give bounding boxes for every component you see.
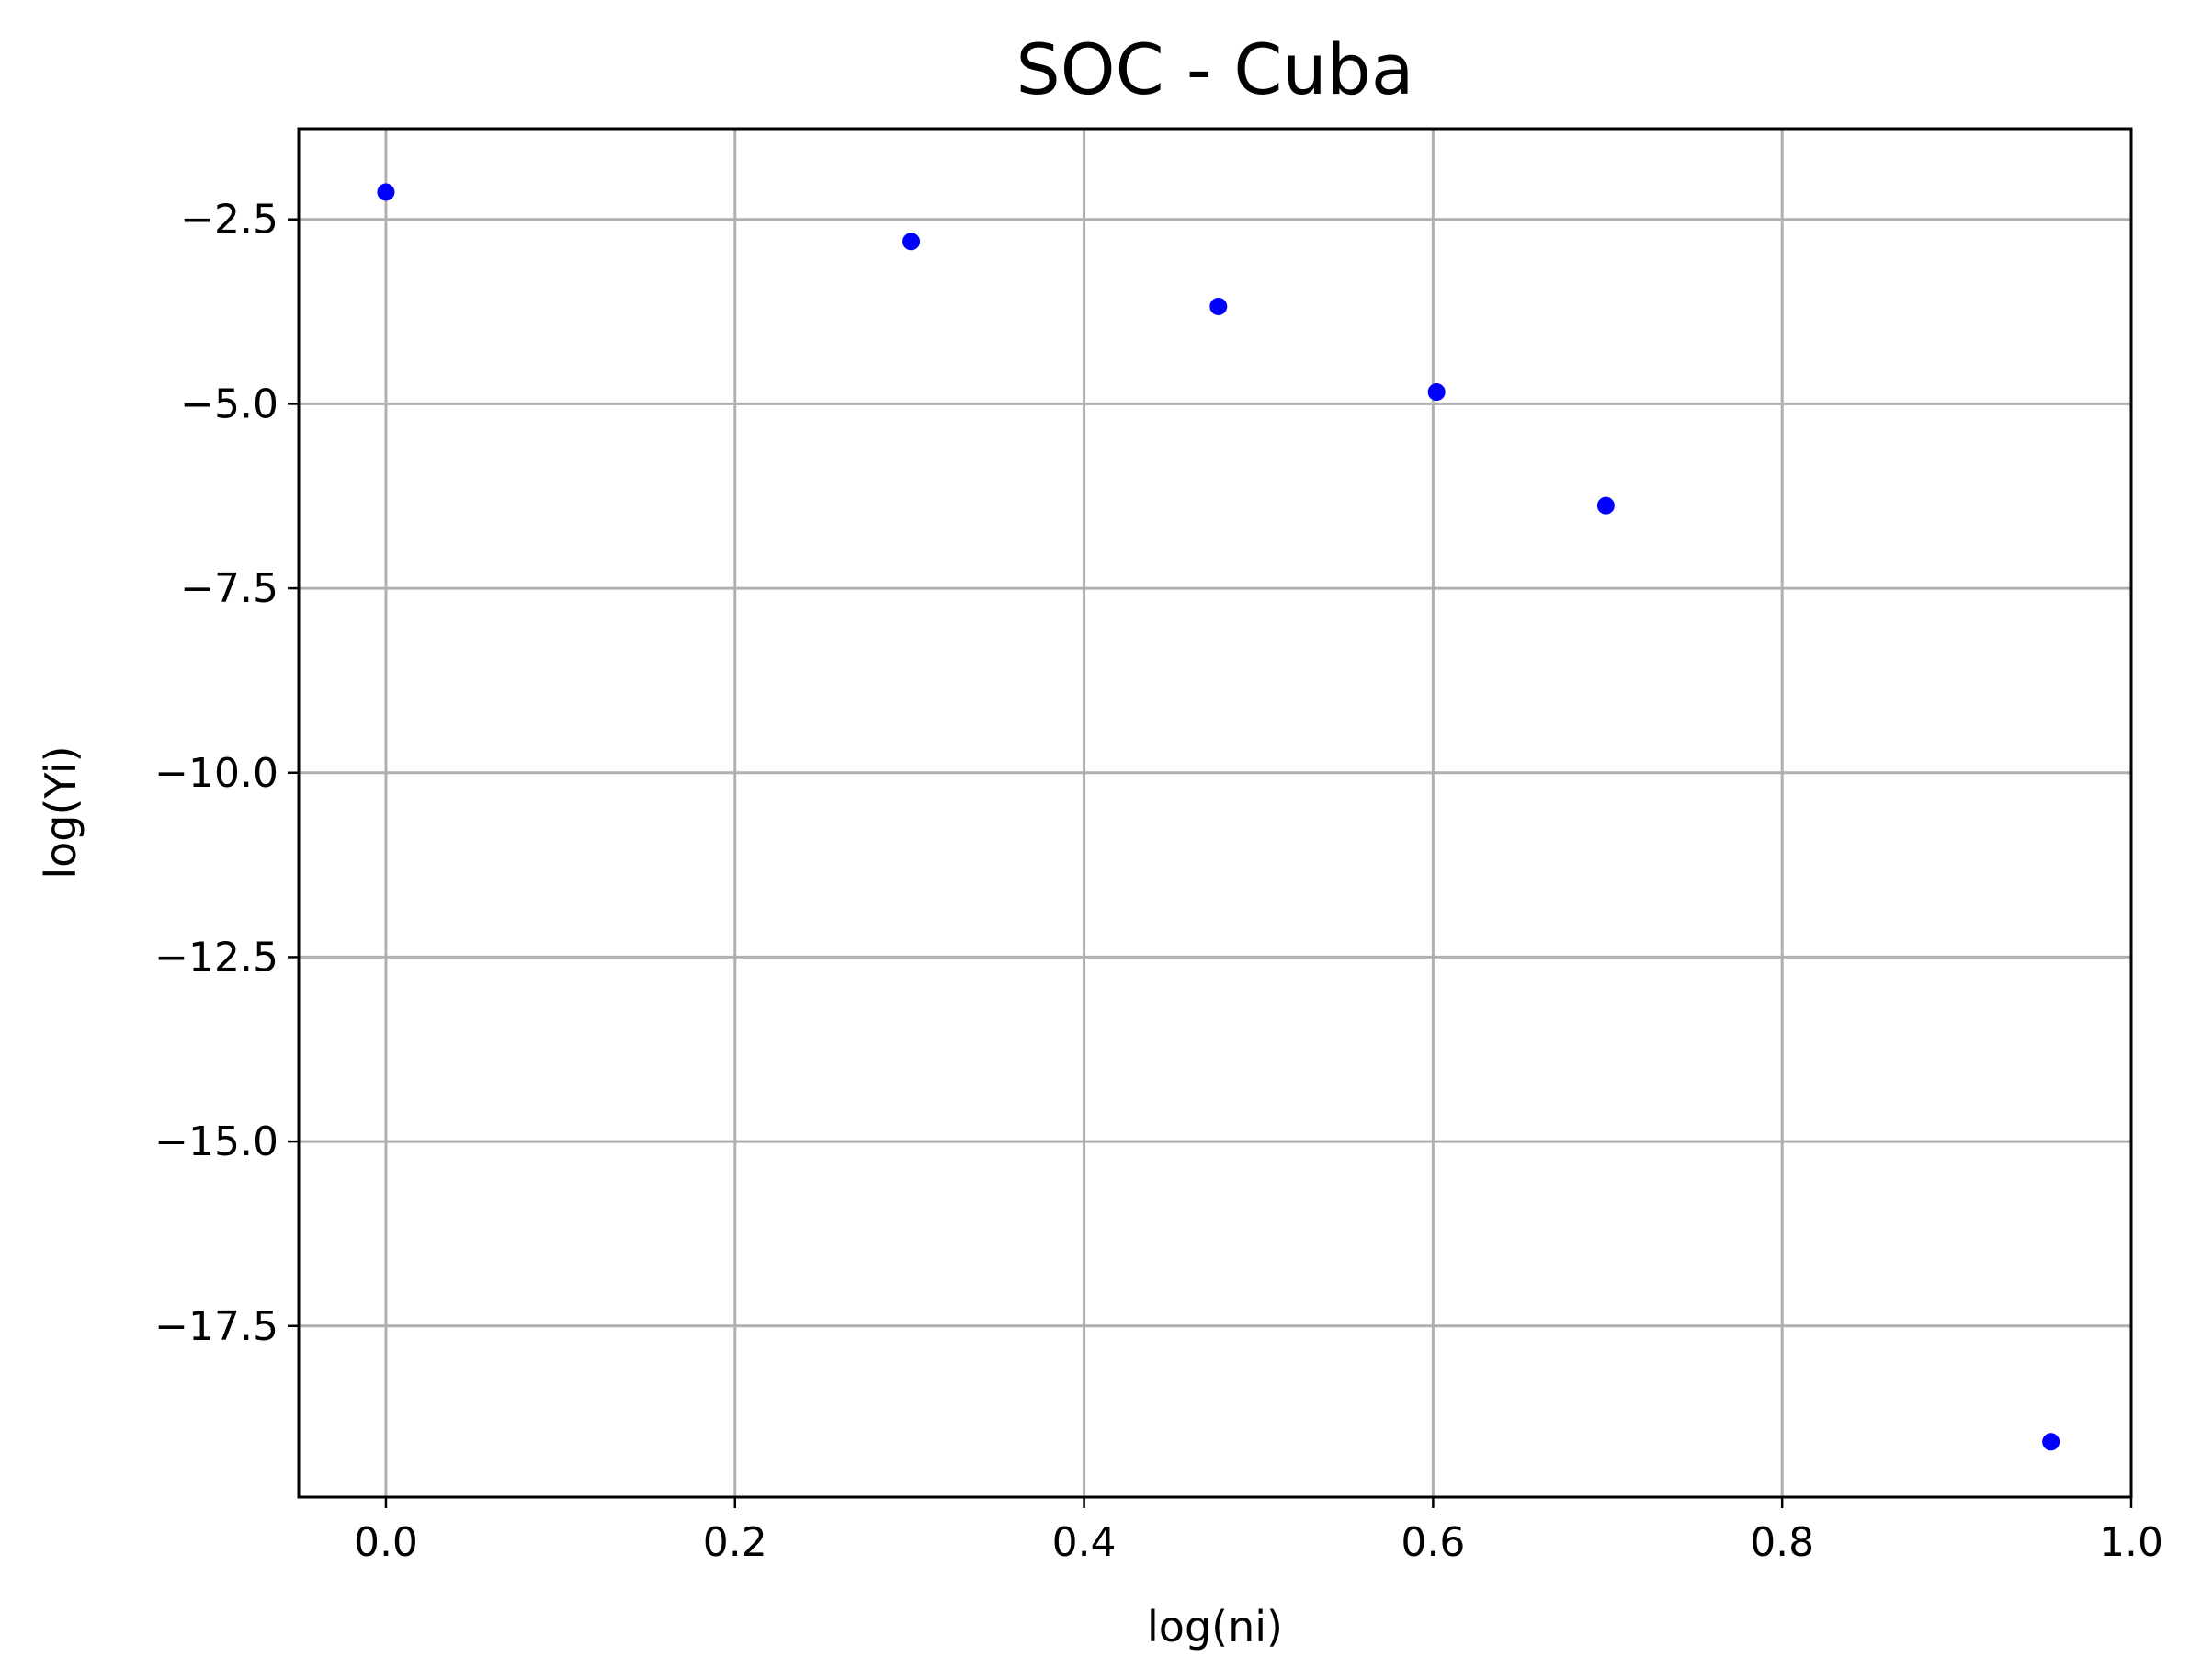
data-points [377,183,2060,1451]
y-axis-label: log(Yi) [36,745,85,879]
data-point [1427,383,1446,402]
plot-frame [297,127,2133,1499]
x-tick-label: 0.8 [1750,1519,1814,1566]
y-tick-label: −15.0 [154,1118,278,1165]
grid [299,129,2133,1497]
x-tick-label: 1.0 [2099,1519,2163,1566]
data-point [902,233,921,251]
y-tick-label: −10.0 [154,750,278,797]
y-tick-label: −5.0 [180,380,278,427]
y-tick-label: −7.5 [180,565,278,612]
data-point [2042,1433,2060,1451]
x-axis-ticks: 0.0 0.2 0.4 0.6 0.8 1.0 [354,1497,2163,1566]
y-axis-ticks: −2.5 −5.0 −7.5 −10.0 −12.5 −15.0 −17.5 [154,197,299,1350]
data-point [1596,496,1615,515]
x-tick-label: 0.2 [703,1519,767,1566]
x-tick-label: 0.4 [1052,1519,1117,1566]
x-axis-label: log(ni) [1147,1602,1283,1652]
data-point [1209,297,1228,315]
chart-title: SOC - Cuba [1016,28,1414,110]
y-tick-label: −2.5 [180,197,278,244]
x-tick-label: 0.0 [354,1519,418,1566]
data-point [377,183,395,201]
y-tick-label: −12.5 [154,934,278,981]
y-tick-label: −17.5 [154,1303,278,1350]
x-tick-label: 0.6 [1401,1519,1465,1566]
